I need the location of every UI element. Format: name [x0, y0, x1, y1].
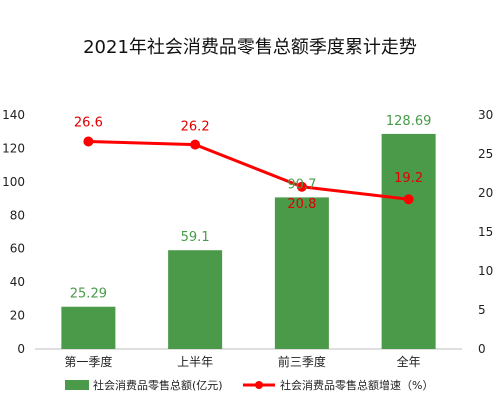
y-left-tick-label: 40: [10, 275, 25, 289]
line-value-label: 20.8: [287, 197, 316, 212]
line-value-label: 26.2: [181, 120, 210, 135]
y-right-tick-label: 30: [478, 108, 493, 122]
y-left-tick-label: 80: [10, 208, 25, 222]
x-tick-label: 前三季度: [278, 354, 326, 369]
line-value-label: 26.6: [74, 116, 103, 131]
y-right-tick-label: 20: [478, 186, 493, 200]
bar: [61, 306, 116, 349]
line-series: [83, 136, 414, 205]
y-left-tick-label: 0: [17, 342, 25, 356]
bar: [274, 197, 329, 349]
legend-swatch-line-marker: [255, 381, 263, 389]
x-tick-label: 第一季度: [64, 354, 112, 369]
line-point: [190, 139, 201, 150]
y-left-tick-label: 140: [2, 108, 25, 122]
y-left-tick-label: 100: [2, 175, 25, 189]
y-right-tick-label: 25: [478, 147, 493, 161]
y-right-tick-label: 10: [478, 264, 493, 278]
y-right-tick-label: 0: [478, 342, 486, 356]
legend: 社会消费品零售总额(亿元) 社会消费品零售总额增速（%）: [65, 378, 433, 392]
bar-value-label: 90.7: [287, 177, 316, 192]
line-point: [296, 181, 307, 192]
bar-value-label: 59.1: [181, 230, 210, 245]
line-point: [403, 194, 414, 205]
y-left-tick-label: 120: [2, 141, 25, 155]
data-labels: 25.29 59.1 90.7 128.69 26.6 26.2 20.8 19.2: [70, 114, 432, 302]
y-right-tick-label: 5: [478, 303, 486, 317]
y-left-tick-label: 20: [10, 309, 25, 323]
legend-swatch-bar: [65, 380, 89, 390]
bar-series: [61, 133, 436, 349]
line-point: [83, 136, 94, 147]
bar-value-label: 25.29: [70, 287, 107, 302]
legend-label-bar: 社会消费品零售总额(亿元): [93, 378, 223, 392]
y-left-tick-label: 60: [10, 242, 25, 256]
x-tick-label: 上半年: [177, 355, 213, 369]
y-right-tick-label: 15: [478, 225, 493, 239]
bar: [168, 250, 223, 349]
line-path: [88, 140, 409, 201]
bar: [381, 133, 436, 349]
chart-title: 2021年社会消费品零售总额季度累计走势: [83, 37, 417, 58]
legend-label-line: 社会消费品零售总额增速（%）: [280, 378, 433, 392]
line-value-label: 19.2: [394, 171, 423, 186]
x-tick-label: 全年: [397, 354, 421, 369]
bar-value-label: 128.69: [386, 114, 432, 129]
